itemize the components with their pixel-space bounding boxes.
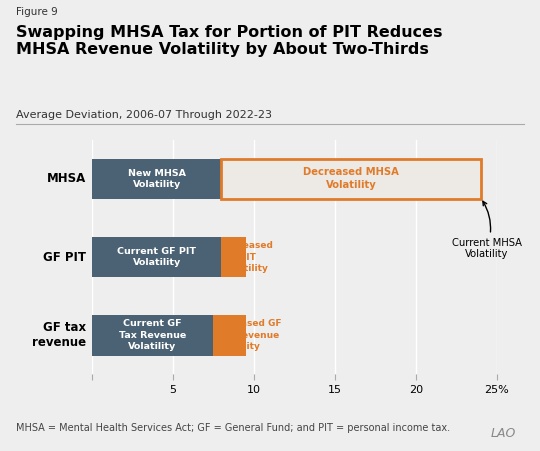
Text: Swapping MHSA Tax for Portion of PIT Reduces
MHSA Revenue Volatility by About Tw: Swapping MHSA Tax for Portion of PIT Red… bbox=[16, 25, 443, 57]
Bar bbox=[213, 315, 246, 355]
Bar bbox=[92, 315, 213, 355]
Bar bbox=[221, 159, 481, 199]
Text: New MHSA
Volatility: New MHSA Volatility bbox=[127, 169, 186, 189]
Bar bbox=[221, 237, 246, 277]
Bar bbox=[92, 159, 221, 199]
Bar bbox=[92, 237, 221, 277]
Text: Current GF
Tax Revenue
Volatility: Current GF Tax Revenue Volatility bbox=[119, 319, 186, 351]
Text: Increased
GF PIT
Volatility: Increased GF PIT Volatility bbox=[223, 241, 273, 273]
Text: Current MHSA
Volatility: Current MHSA Volatility bbox=[452, 201, 522, 259]
Text: Figure 9: Figure 9 bbox=[16, 7, 58, 17]
Text: Average Deviation, 2006-07 Through 2022-23: Average Deviation, 2006-07 Through 2022-… bbox=[16, 110, 272, 120]
Text: LAO: LAO bbox=[490, 427, 516, 440]
Text: Decreased MHSA
Volatility: Decreased MHSA Volatility bbox=[303, 167, 399, 190]
Text: Increased GF
Tax Revenue
Volatility: Increased GF Tax Revenue Volatility bbox=[215, 319, 281, 351]
Text: Current GF PIT
Volatility: Current GF PIT Volatility bbox=[117, 247, 196, 267]
Text: MHSA = Mental Health Services Act; GF = General Fund; and PIT = personal income : MHSA = Mental Health Services Act; GF = … bbox=[16, 423, 450, 433]
